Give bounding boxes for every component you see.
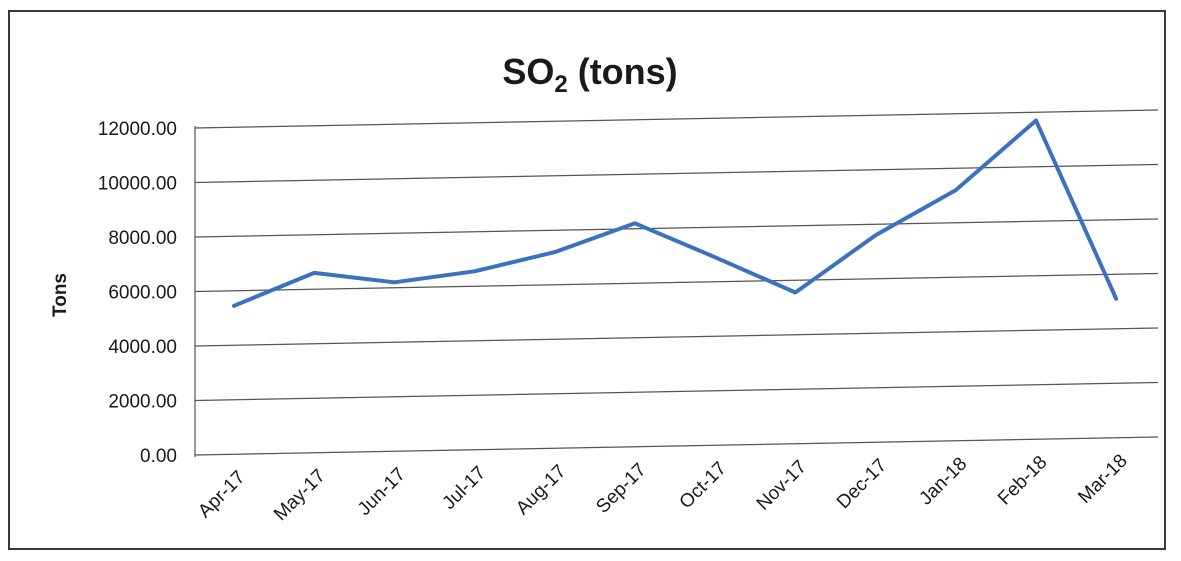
x-tick-label: Jul-17	[439, 462, 490, 513]
gridline	[194, 327, 1159, 347]
x-tick-label: Dec-17	[833, 455, 891, 513]
y-axis-label: Tons	[50, 273, 71, 317]
y-tick-label: 10000.00	[98, 174, 177, 195]
y-tick-label: 4000.00	[108, 337, 177, 358]
gridline	[194, 272, 1159, 293]
series-layer	[232, 118, 1119, 308]
gridline	[194, 381, 1159, 402]
gridlines	[194, 109, 1159, 457]
x-tick-label: Sep-17	[592, 459, 650, 517]
chart-title-subscript: 2	[554, 71, 567, 98]
x-tick-labels: Apr-17 May-17 Jun-17 Jul-17 Aug-17 Sep-17 Oct-…	[194, 450, 1131, 525]
x-tick-label: Oct-17	[676, 458, 731, 513]
chart-title-rest: (tons)	[568, 51, 678, 92]
y-tick-labels: 0.00 2000.00 4000.00 6000.00 8000.00 10000.00…	[98, 119, 177, 467]
x-tick-label: Jun-17	[354, 464, 410, 520]
chart-title: SO2 (tons)	[502, 51, 677, 98]
x-tick-label: Jan-18	[915, 453, 971, 509]
series-line	[232, 118, 1119, 308]
gridline	[194, 218, 1159, 238]
gridline	[194, 163, 1159, 184]
x-tick-label: May-17	[270, 465, 330, 525]
x-tick-label: Apr-17	[194, 467, 249, 522]
gridline	[194, 109, 1159, 129]
y-tick-label: 0.00	[140, 446, 177, 467]
y-tick-label: 2000.00	[108, 392, 177, 413]
y-tick-label: 12000.00	[98, 119, 177, 140]
x-tick-label: Mar-18	[1074, 450, 1131, 507]
y-tick-label: 6000.00	[108, 283, 177, 304]
x-tick-label: Feb-18	[994, 452, 1051, 509]
x-tick-label: Aug-17	[512, 461, 570, 519]
gridline	[194, 436, 1159, 456]
chart-title-main: SO	[502, 51, 554, 92]
chart-frame	[8, 10, 1166, 550]
x-tick-label: Nov-17	[753, 456, 811, 514]
y-tick-label: 8000.00	[108, 228, 177, 249]
